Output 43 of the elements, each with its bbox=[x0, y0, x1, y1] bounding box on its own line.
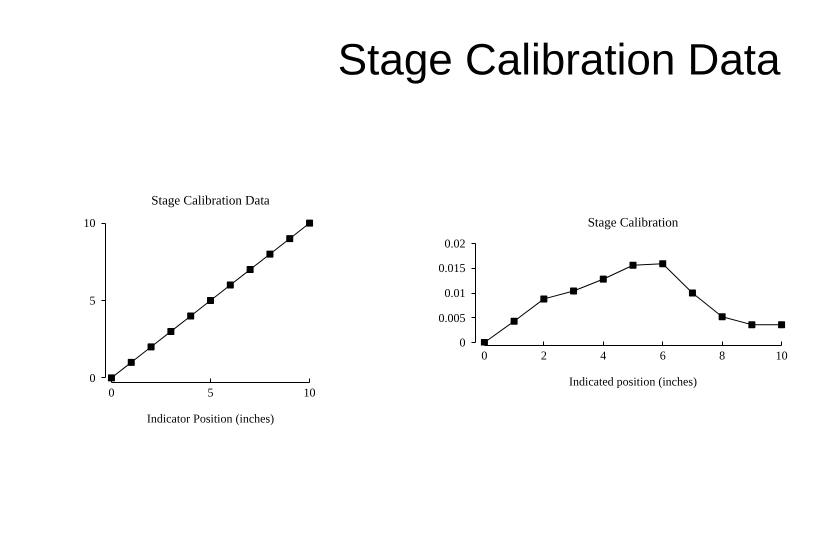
y-tick-label: 0.015 bbox=[438, 261, 466, 276]
x-tick-label: 5 bbox=[208, 386, 214, 400]
point bbox=[510, 318, 518, 325]
point bbox=[207, 297, 214, 304]
point bbox=[108, 374, 115, 382]
point bbox=[226, 282, 234, 289]
text: Stage Calibration Data bbox=[338, 36, 782, 84]
point bbox=[570, 288, 578, 295]
chart-title: Stage Calibration Data bbox=[151, 192, 270, 208]
y-tick-label: 0 bbox=[90, 370, 96, 385]
chart-title: Stage Calibration bbox=[588, 214, 679, 230]
x-tick-label: 10 bbox=[304, 386, 316, 400]
point bbox=[286, 235, 294, 242]
point bbox=[306, 220, 314, 227]
point bbox=[718, 313, 726, 320]
point bbox=[128, 358, 135, 366]
point bbox=[778, 321, 786, 328]
point bbox=[246, 266, 254, 274]
point bbox=[266, 250, 274, 258]
x-tick-label: 0 bbox=[481, 348, 488, 362]
x-tick-label: 4 bbox=[600, 348, 606, 362]
x-tick-label: 8 bbox=[719, 348, 726, 362]
x-tick-label: 10 bbox=[776, 348, 788, 362]
point bbox=[600, 276, 607, 283]
y-tick-label: 10 bbox=[84, 216, 96, 230]
x-tick-label: 2 bbox=[540, 348, 547, 362]
x-axis-title: Indicator Position (inches) bbox=[146, 412, 274, 426]
y-tick-label: 5 bbox=[90, 294, 96, 308]
x-axis-title: Indicated position (inches) bbox=[569, 374, 697, 388]
y-tick-label: 0.01 bbox=[444, 286, 466, 300]
x-tick-label: 6 bbox=[660, 348, 666, 362]
point bbox=[748, 321, 756, 328]
point bbox=[148, 343, 155, 350]
point bbox=[540, 295, 548, 302]
y-tick-label: 0 bbox=[460, 336, 466, 350]
point bbox=[630, 262, 636, 269]
point bbox=[167, 328, 174, 335]
y-tick-label: 0.02 bbox=[444, 236, 466, 250]
point bbox=[659, 260, 666, 268]
y-tick-label: 0.005 bbox=[438, 310, 466, 325]
x-tick-label: 0 bbox=[108, 386, 114, 400]
point bbox=[688, 290, 696, 296]
point bbox=[187, 312, 194, 320]
